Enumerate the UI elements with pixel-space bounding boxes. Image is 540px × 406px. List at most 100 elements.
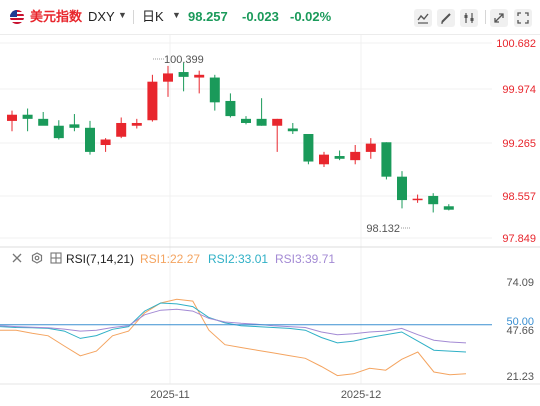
candle-body: [443, 206, 454, 210]
candle-body: [319, 154, 329, 165]
candle: [334, 150, 345, 161]
price-change-percent: -0.02%: [290, 9, 332, 24]
candle: [85, 120, 95, 155]
candle: [147, 74, 158, 122]
price-tick: 99.974: [502, 84, 536, 96]
fullscreen-icon: [517, 12, 529, 24]
candle: [178, 62, 189, 92]
rsi3-value: RSI3:39.71: [275, 252, 336, 266]
rsi-series: [0, 298, 467, 377]
candle-body: [334, 156, 345, 159]
candle-body: [85, 127, 95, 152]
toolbar-divider: [133, 10, 134, 24]
candle: [319, 151, 329, 168]
candle: [412, 194, 423, 203]
candle: [287, 122, 298, 134]
symbol-toolbar: 美元指数 DXY ▼ 日K ▼ 98.257 -0.023 -0.02%: [0, 0, 540, 35]
rsi-level-tag: [496, 314, 540, 328]
candle-body: [100, 139, 111, 146]
candle: [256, 98, 267, 126]
rsi2-value: RSI2:33.01: [208, 252, 269, 266]
fullscreen-button[interactable]: [514, 9, 532, 27]
candle-body: [397, 176, 407, 201]
candle-body: [381, 142, 392, 177]
toolbar-divider: [485, 10, 486, 24]
rsi-line-rsi3: [0, 308, 467, 344]
candle: [209, 74, 220, 111]
price-change: -0.023: [242, 9, 279, 24]
candle: [22, 108, 33, 132]
candle-body: [256, 118, 267, 126]
indicator-settings-icon[interactable]: [31, 251, 43, 269]
rsi-tick: 74.09: [506, 277, 534, 289]
candle: [428, 193, 439, 213]
candle: [7, 110, 17, 132]
candle: [443, 204, 454, 211]
candle-body: [147, 81, 158, 121]
candle: [381, 142, 392, 180]
candle-body: [38, 118, 49, 126]
candle: [38, 111, 49, 126]
grid-lines: [0, 35, 540, 385]
candle-body: [131, 122, 142, 126]
indicator-button[interactable]: [414, 9, 432, 27]
candle-body: [428, 195, 439, 205]
settings-button[interactable]: [460, 9, 478, 27]
price-tick: 98.557: [502, 191, 536, 203]
indicator-menu-icon[interactable]: [50, 251, 62, 269]
candle: [69, 114, 80, 132]
us-flag-icon: [10, 10, 24, 24]
candle-body: [241, 118, 251, 123]
candle: [225, 93, 236, 118]
candle-body: [163, 73, 173, 82]
candle-body: [194, 74, 205, 78]
low-annotation: 98.132: [366, 223, 400, 235]
draw-button[interactable]: [437, 9, 455, 27]
candle-body: [69, 124, 80, 128]
candle-body: [178, 72, 189, 77]
expand-icon: [494, 13, 504, 23]
candle-body: [116, 122, 127, 137]
candle: [100, 138, 111, 152]
price-tick: 97.849: [502, 233, 536, 245]
symbol-code[interactable]: DXY: [88, 9, 115, 24]
close-indicator-icon[interactable]: [11, 251, 23, 269]
candle: [365, 138, 376, 159]
candle-body: [209, 77, 220, 103]
candle: [163, 65, 173, 97]
rsi-tick: 47.66: [506, 325, 534, 337]
candle-body: [22, 114, 33, 119]
sliders-icon: [464, 13, 474, 23]
expand-button[interactable]: [490, 9, 508, 27]
candle: [350, 145, 361, 165]
candle-body: [350, 151, 361, 161]
candle-body: [303, 133, 314, 162]
rsi1-value: RSI1:22.27: [140, 252, 201, 266]
candle: [303, 133, 314, 165]
candle-body: [365, 143, 376, 152]
candle: [116, 117, 127, 139]
candle: [272, 118, 283, 152]
candle: [53, 120, 64, 140]
candle-body: [225, 100, 236, 117]
price-tick: 100.682: [496, 38, 536, 50]
date-tick: 2025-11: [150, 389, 190, 401]
high-annotation: 100.399: [164, 54, 204, 66]
candle-body: [7, 114, 17, 121]
candle-body: [287, 128, 298, 132]
rsi-tick: 21.23: [506, 371, 534, 383]
line-chart-icon: [417, 13, 429, 24]
candle-body: [53, 125, 64, 139]
last-price: 98.257: [188, 9, 228, 24]
rsi-header: RSI(7,14,21) RSI1:22.27 RSI2:33.01 RSI3:…: [0, 250, 540, 270]
symbol-dropdown-icon[interactable]: ▼: [118, 10, 127, 20]
timeframe-dropdown-icon[interactable]: ▼: [172, 10, 181, 20]
candle-series: [7, 62, 454, 213]
symbol-name[interactable]: 美元指数: [30, 9, 83, 24]
rsi-level-label: 50.00: [506, 316, 534, 328]
rsi-line-rsi1: [0, 298, 467, 377]
timeframe-select[interactable]: 日K: [142, 9, 164, 24]
rsi-title[interactable]: RSI(7,14,21): [66, 252, 135, 266]
date-tick: 2025-12: [341, 389, 381, 401]
